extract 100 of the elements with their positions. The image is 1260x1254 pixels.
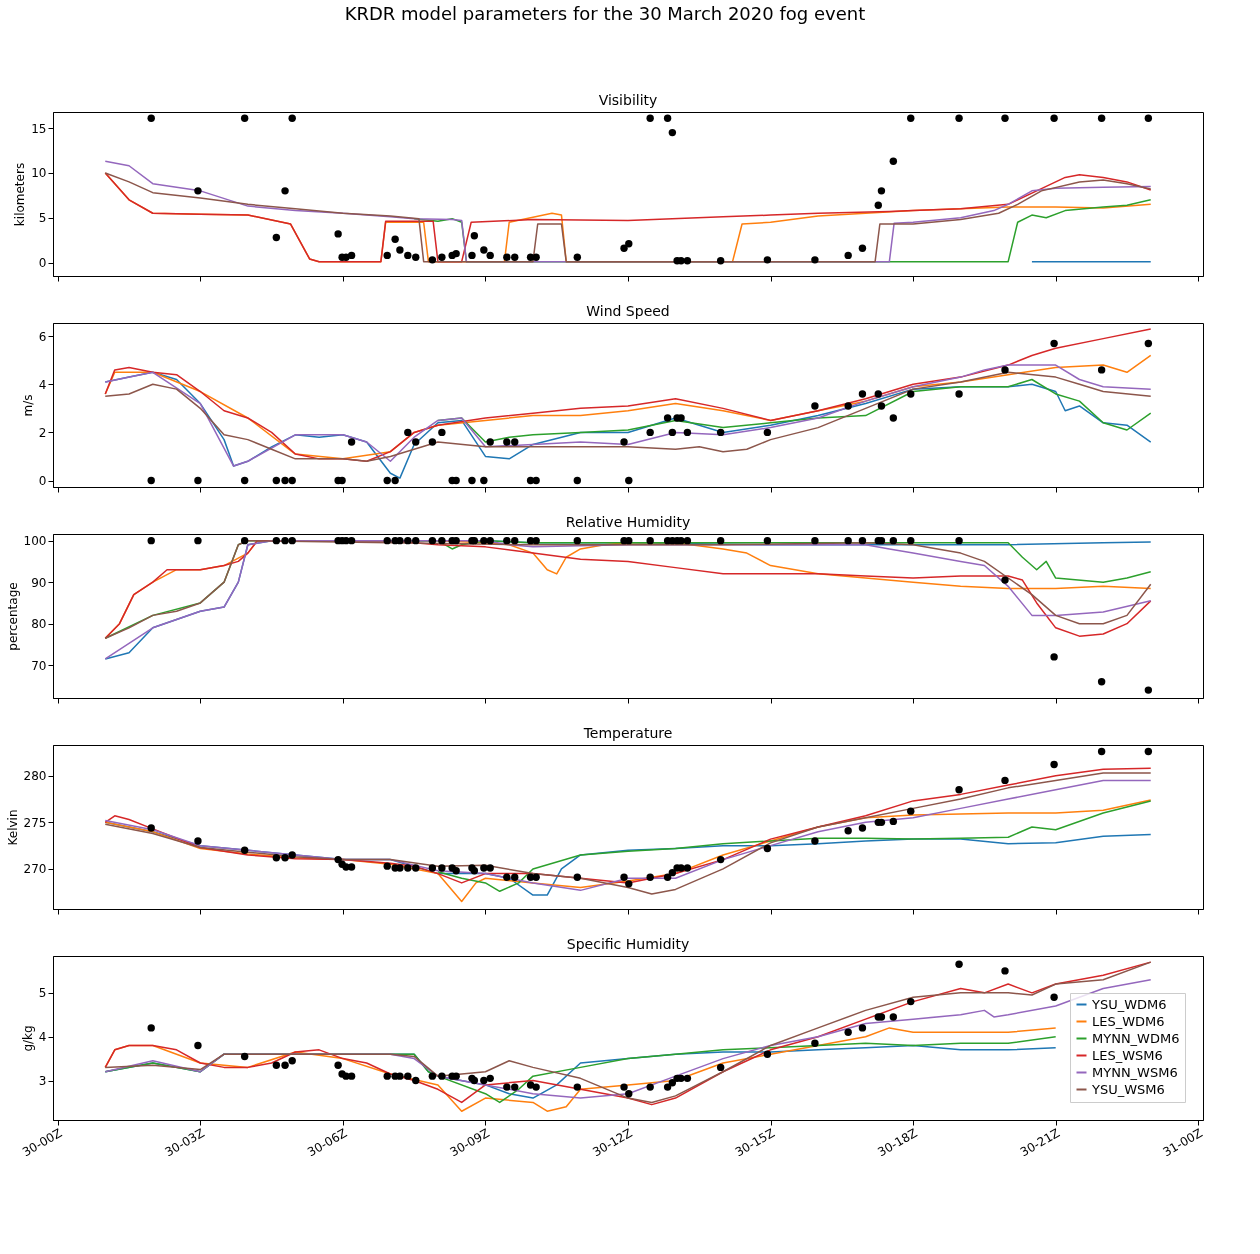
point (480, 536, 488, 545)
point (194, 476, 202, 485)
point (663, 873, 672, 882)
point (1050, 760, 1058, 769)
point (404, 864, 412, 872)
point (683, 428, 692, 437)
point (844, 251, 852, 260)
point (147, 1024, 155, 1032)
point (646, 873, 654, 882)
y-tick-label: 90 (31, 575, 47, 590)
point (452, 536, 460, 545)
point (716, 536, 725, 545)
point (811, 536, 819, 545)
point (486, 251, 494, 260)
legend-label: YSU_WDM6 (1091, 996, 1167, 1012)
point (858, 390, 867, 398)
point (347, 438, 356, 446)
point (503, 873, 511, 882)
point (811, 256, 819, 264)
point (396, 864, 404, 872)
point (452, 867, 460, 875)
point (955, 114, 963, 122)
point (683, 536, 692, 545)
point (625, 536, 633, 545)
point (763, 428, 772, 437)
point (877, 187, 886, 195)
point (907, 807, 915, 815)
point (1144, 339, 1153, 348)
point (383, 1072, 391, 1080)
point (281, 476, 289, 485)
point (288, 851, 296, 859)
point (811, 1039, 819, 1047)
point (573, 476, 582, 485)
point (668, 1079, 677, 1087)
point (677, 257, 685, 265)
point (240, 846, 249, 854)
point (347, 863, 356, 871)
point (147, 114, 155, 122)
point (486, 438, 494, 446)
point (874, 390, 882, 398)
point (716, 855, 725, 864)
point (404, 428, 412, 437)
point (1144, 747, 1153, 756)
point (858, 1024, 867, 1032)
point (625, 1089, 633, 1098)
point (646, 428, 654, 437)
point (511, 536, 519, 545)
point (858, 824, 867, 832)
y-axis-title: kilometers (13, 162, 28, 227)
point (620, 438, 628, 446)
point (716, 1063, 725, 1072)
line-series (104, 328, 1152, 463)
point (288, 114, 296, 122)
point (391, 235, 399, 243)
point (486, 864, 494, 872)
point (763, 1050, 772, 1058)
point (1144, 686, 1153, 694)
point (240, 536, 249, 545)
point (438, 864, 446, 872)
y-tick-label: 70 (31, 658, 47, 673)
point (147, 536, 155, 545)
point (480, 476, 488, 485)
point (573, 873, 582, 882)
point (438, 1072, 446, 1080)
point (716, 428, 725, 437)
point (412, 438, 420, 446)
point (526, 536, 535, 545)
point (281, 854, 289, 862)
point (646, 1083, 654, 1091)
point (194, 187, 202, 195)
point (428, 256, 437, 264)
point (889, 157, 898, 165)
y-tick-label: 3 (38, 1074, 47, 1089)
point (716, 257, 725, 265)
point (1001, 576, 1009, 584)
point (428, 438, 437, 446)
point (396, 246, 404, 254)
point (532, 873, 540, 882)
y-tick-label: 275 (23, 815, 47, 830)
legend-label: MYNN_WDM6 (1092, 1030, 1180, 1046)
point (677, 536, 685, 545)
y-tick-label: 0 (38, 474, 47, 489)
point (452, 1072, 460, 1080)
point (1097, 114, 1106, 122)
point (526, 873, 535, 882)
point (1001, 776, 1009, 785)
point (1050, 114, 1058, 122)
point (663, 414, 672, 422)
point (412, 1076, 420, 1085)
point (625, 240, 633, 248)
point (438, 536, 446, 545)
point (955, 960, 963, 969)
y-tick-label: 5 (38, 211, 47, 226)
point (1097, 366, 1106, 374)
point (907, 997, 915, 1006)
point (877, 402, 886, 410)
chart-title: Relative Humidity (565, 514, 691, 530)
point (470, 231, 479, 240)
point (404, 1072, 412, 1080)
point (272, 476, 281, 485)
